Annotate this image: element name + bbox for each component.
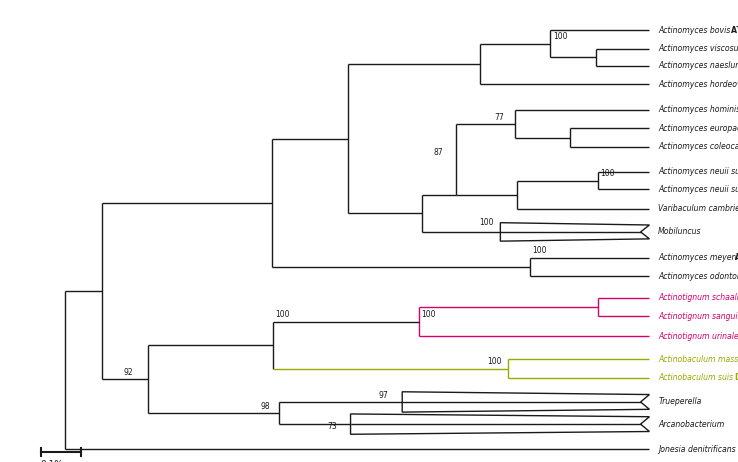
Text: Actinomyces meyeri: Actinomyces meyeri	[658, 253, 738, 262]
Text: 100: 100	[421, 310, 436, 320]
Polygon shape	[351, 414, 649, 434]
Text: Actinobaculum suis: Actinobaculum suis	[658, 373, 736, 383]
Text: Actinomyces viscosus: Actinomyces viscosus	[658, 44, 738, 53]
Polygon shape	[402, 392, 649, 412]
Text: 97: 97	[379, 391, 388, 400]
Text: 73: 73	[327, 422, 337, 431]
Text: 100: 100	[532, 247, 547, 255]
Text: Arcanobacterium: Arcanobacterium	[658, 419, 725, 429]
Text: Actinomyces hordeovulneris: Actinomyces hordeovulneris	[658, 79, 738, 89]
Text: ATCC 13683ᵀ: ATCC 13683ᵀ	[731, 25, 738, 35]
Polygon shape	[500, 223, 649, 241]
Text: Actinomyces neuii subsp. neuii: Actinomyces neuii subsp. neuii	[658, 185, 738, 194]
Text: 100: 100	[275, 310, 290, 320]
Text: Actinomyces europaeus: Actinomyces europaeus	[658, 124, 738, 133]
Text: Actinotignum sanguinis: Actinotignum sanguinis	[658, 312, 738, 321]
Text: Actinobaculum massiliense: Actinobaculum massiliense	[658, 355, 738, 364]
Text: 87: 87	[434, 148, 444, 158]
Text: 100: 100	[600, 170, 615, 178]
Text: 100: 100	[480, 219, 494, 227]
Text: 77: 77	[494, 113, 504, 122]
Text: DSM 20639ᵀ: DSM 20639ᵀ	[735, 373, 738, 383]
Text: Actinomyces hominis: Actinomyces hominis	[658, 105, 738, 115]
Text: 100: 100	[487, 358, 502, 366]
Text: Mobiluncus: Mobiluncus	[658, 227, 702, 237]
Text: 92: 92	[124, 368, 134, 377]
Text: 98: 98	[261, 402, 270, 411]
Text: Trueperella: Trueperella	[658, 397, 702, 407]
Text: Actinotignum urinale: Actinotignum urinale	[658, 332, 738, 341]
Text: Actinomyces neuii subsp. anitratus: Actinomyces neuii subsp. anitratus	[658, 167, 738, 176]
Text: 100: 100	[553, 32, 568, 41]
Text: Jonesia denitrificans: Jonesia denitrificans	[658, 444, 738, 454]
Text: Actinomyces coleocanis: Actinomyces coleocanis	[658, 142, 738, 152]
Text: Varibaculum cambriensis: Varibaculum cambriensis	[658, 204, 738, 213]
Text: Actinomyces odontolyticus: Actinomyces odontolyticus	[658, 272, 738, 281]
Text: Actinomyces naeslundii: Actinomyces naeslundii	[658, 61, 738, 70]
Text: Actinomyces bovis: Actinomyces bovis	[658, 25, 733, 35]
Text: 0.1%: 0.1%	[41, 460, 63, 462]
Text: Actinotignum schaalii: Actinotignum schaalii	[658, 293, 738, 303]
Text: ATCC 35568ᵀ: ATCC 35568ᵀ	[735, 253, 738, 262]
